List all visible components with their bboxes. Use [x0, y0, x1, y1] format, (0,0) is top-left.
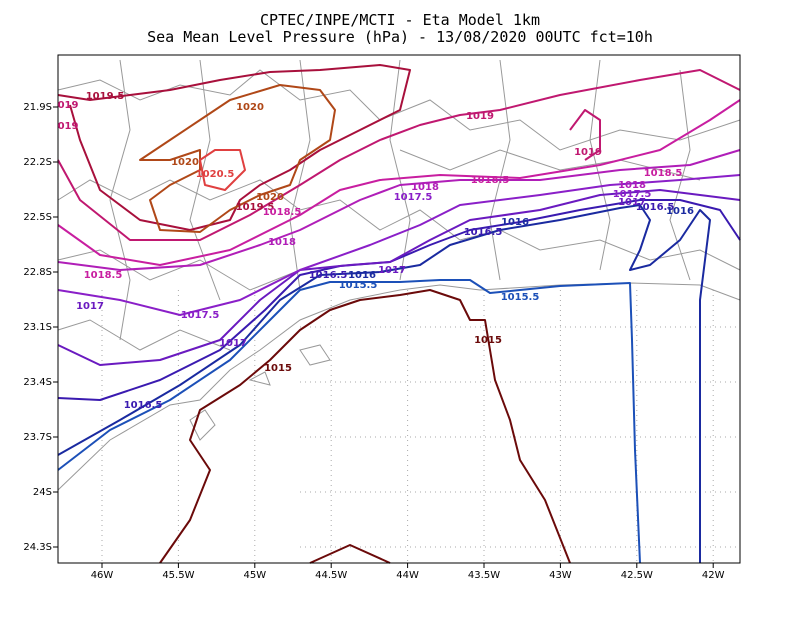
contour-1016-5 — [57, 199, 741, 401]
contour-label: 1017.5 — [181, 310, 220, 321]
lat-tick-label: 24S — [33, 487, 52, 498]
contour-1018 — [57, 149, 741, 271]
contour-label: 1019.5 — [236, 202, 275, 213]
contour-1018-5 — [57, 99, 741, 266]
contour-label: 1018.5 — [84, 270, 123, 281]
contour-label: 1015 — [264, 363, 292, 374]
contour-label: 019 — [58, 121, 79, 132]
grid — [53, 106, 740, 568]
lat-tick-label: 22.2S — [23, 157, 52, 168]
contour-label: 1016 — [666, 206, 694, 217]
lon-tick-label: 46W — [91, 570, 114, 581]
contour-label: 1018.5 — [644, 168, 683, 179]
lat-tick-label: 21.9S — [23, 102, 52, 113]
contour-1019-5 — [57, 64, 411, 231]
contour-1015-5 — [57, 279, 641, 564]
contour-1020 — [139, 84, 336, 233]
lon-tick-label: 43.5W — [468, 570, 500, 581]
lon-tick-label: 44W — [396, 570, 419, 581]
contour-label: 1020 — [236, 102, 264, 113]
lat-tick-label: 22.8S — [23, 267, 52, 278]
lat-tick-label: 22.5S — [23, 212, 52, 223]
lon-tick-label: 43W — [549, 570, 572, 581]
lat-tick-label: 23.1S — [23, 322, 52, 333]
contour-label: 1018 — [411, 182, 439, 193]
contour-label: 1019 — [466, 111, 494, 122]
lon-tick-label: 42W — [702, 570, 725, 581]
island — [189, 344, 331, 441]
lat-tick-label: 23.7S — [23, 432, 52, 443]
contour-1019 — [57, 69, 741, 241]
contour-1015 — [159, 289, 571, 564]
contour-label: 1015 — [474, 335, 502, 346]
contour-label: 1020 — [171, 157, 199, 168]
contour-label: 1017.5 — [613, 189, 652, 200]
contour-label: 1016.5 — [464, 227, 503, 238]
lat-tick-label: 23.4S — [23, 377, 52, 388]
borders — [57, 59, 741, 491]
contour-label: 1017 — [219, 338, 247, 349]
contour-1017 — [57, 189, 741, 366]
contour-label: 019 — [58, 100, 79, 111]
contour-label: 1018.5 — [263, 207, 302, 218]
contour-label: 1019.5 — [86, 91, 125, 102]
contour-label: 1015.5 — [501, 292, 540, 303]
contour-label: 1016.5 — [309, 270, 348, 281]
contour-1020-5 — [199, 149, 246, 191]
contour-label: 1018 — [618, 180, 646, 191]
contour-label: 1016 — [348, 270, 376, 281]
contour-label: 1017 — [76, 301, 104, 312]
contour-label: 1018.5 — [471, 175, 510, 186]
lon-tick-label: 42.5W — [621, 570, 653, 581]
contour-label: 1015.5 — [339, 280, 378, 291]
contour-label: 1016.5 — [124, 400, 163, 411]
contour-label: 1020.5 — [196, 169, 235, 180]
title-line: CPTEC/INPE/MCTI - Eta Model 1km — [260, 11, 540, 29]
contour-1016 — [57, 204, 711, 563]
contour-label: 1016 — [501, 217, 529, 228]
contour-label: 1019 — [574, 147, 602, 158]
map-frame — [57, 54, 741, 564]
contour-label: 1017 — [378, 265, 406, 276]
lon-tick-label: 44.5W — [315, 570, 347, 581]
border — [57, 179, 741, 271]
lon-tick-label: 45W — [243, 570, 266, 581]
contour-label: 1017 — [618, 197, 646, 208]
contour-label: 1020 — [256, 192, 284, 203]
lon-tick-label: 45.5W — [162, 570, 194, 581]
contour-label: 1018 — [268, 237, 296, 248]
title-line: Sea Mean Level Pressure (hPa) - 13/08/20… — [147, 28, 653, 46]
border — [57, 149, 701, 351]
contour-label: 1017.5 — [394, 192, 433, 203]
contours — [57, 64, 741, 564]
lat-tick-label: 24.3S — [23, 542, 52, 553]
contour-1017-5 — [57, 174, 741, 316]
coastline — [57, 282, 741, 491]
contour-label: 1016.5 — [636, 202, 675, 213]
